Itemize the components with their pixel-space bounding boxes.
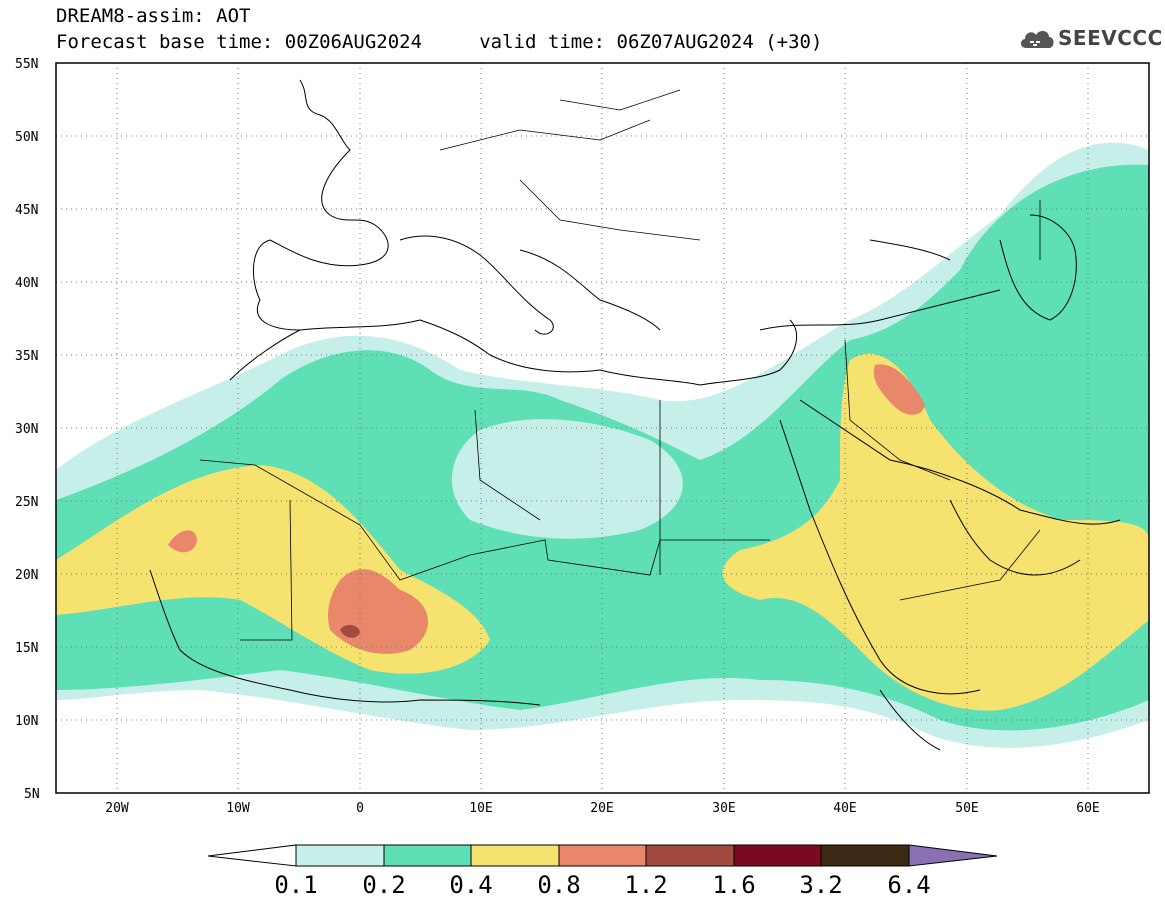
lat-label: 25N	[15, 495, 38, 510]
colorbar-bin	[295, 844, 385, 867]
colorbar-label: 1.2	[624, 871, 667, 899]
lon-label: 10W	[226, 801, 250, 816]
colorbar-label: 3.2	[799, 871, 842, 899]
lon-label: 50E	[955, 801, 978, 816]
seevccc-logo: SEEVCCC	[1018, 24, 1162, 56]
lat-label: 20N	[15, 568, 38, 583]
colorbar-bin	[558, 844, 647, 867]
coastlines	[149, 79, 1121, 751]
lon-label: 40E	[833, 801, 856, 816]
country-borders	[199, 89, 1041, 641]
lat-label: 10N	[15, 714, 38, 729]
colorbar-bin	[470, 844, 560, 867]
lon-axis: 20W 10W 0 10E 20E 30E 40E 50E 60E	[105, 801, 1099, 816]
aot-band-0.8-iraq	[873, 364, 925, 415]
aot-band-0.8-mauritania	[168, 530, 197, 553]
lat-label: 50N	[15, 130, 38, 145]
colorbar-label: 0.2	[362, 871, 405, 899]
colorbar-label: 1.6	[712, 871, 755, 899]
map-frame	[55, 62, 1150, 794]
lat-label: 45N	[15, 203, 38, 218]
lat-label: 15N	[15, 641, 38, 656]
aot-band-0.4-east	[722, 353, 1149, 711]
colorbar-label: 0.1	[274, 871, 317, 899]
colorbar-label: 0.8	[537, 871, 580, 899]
graticule	[56, 63, 1149, 793]
lat-label: 35N	[15, 349, 38, 364]
colorbar-under	[207, 844, 297, 867]
colorbar-bin	[383, 844, 472, 867]
lat-label: 30N	[15, 422, 38, 437]
lon-label: 30E	[712, 801, 735, 816]
colorbar-bin	[820, 844, 910, 867]
lon-label: 20W	[105, 801, 129, 816]
lat-label: 55N	[15, 57, 38, 72]
colorbar-over	[908, 844, 998, 867]
colorbar-bin	[733, 844, 822, 867]
aot-hole-sahara	[451, 419, 683, 539]
colorbar-label: 6.4	[887, 871, 930, 899]
forecast-times: Forecast base time: 00Z06AUG2024 valid t…	[56, 31, 823, 53]
cloud-icon	[1020, 31, 1054, 48]
map-title: DREAM8-assim: AOT	[56, 5, 251, 27]
colorbar-label: 0.4	[449, 871, 492, 899]
colorbar: 0.1 0.2 0.4 0.8 1.2 1.6 3.2 6.4	[207, 844, 998, 899]
aot-field	[56, 142, 1149, 748]
logo-text: SEEVCCC	[1058, 26, 1163, 50]
lon-label: 20E	[590, 801, 613, 816]
lon-label: 60E	[1076, 801, 1099, 816]
aot-band-1.2	[340, 624, 360, 638]
colorbar-bin	[645, 844, 735, 867]
lon-label: 10E	[469, 801, 492, 816]
lon-label: 0	[356, 801, 364, 816]
lat-axis: 55N 50N 45N 40N 35N 30N 25N 20N 15N 10N …	[15, 57, 40, 802]
lat-label: 5N	[24, 787, 40, 802]
lat-label: 40N	[15, 276, 38, 291]
